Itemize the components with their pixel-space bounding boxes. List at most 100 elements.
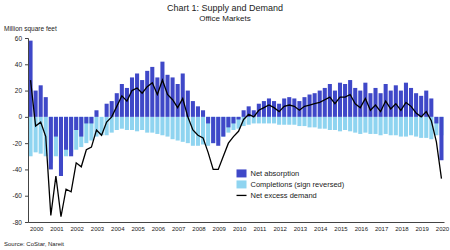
bar [353, 117, 357, 133]
x-tick: 2002 [71, 222, 85, 232]
bar [343, 84, 347, 117]
x-tick: 2015 [334, 222, 348, 232]
subtitle: Office Markets [199, 14, 250, 23]
bar [211, 117, 215, 143]
x-tick-label: 2010 [233, 226, 247, 232]
x-tick-label: 2014 [314, 226, 328, 232]
bar [379, 117, 383, 135]
bar [64, 117, 68, 156]
bar [201, 110, 205, 117]
bar-series [29, 117, 444, 163]
bar [94, 110, 98, 117]
x-tick: 2014 [314, 222, 328, 232]
bar-series [29, 41, 444, 176]
y-tick-label: -80 [13, 219, 23, 226]
y-tick: -20 [13, 140, 28, 147]
bar [318, 91, 322, 117]
x-tick: 2017 [375, 222, 389, 232]
y-tick-label: -40 [13, 166, 23, 173]
y-tick: -80 [13, 219, 28, 226]
legend: Net absorptionCompletions (sign reversed… [237, 169, 345, 200]
bar [100, 116, 104, 117]
bar [196, 106, 200, 117]
bar [226, 117, 230, 133]
bar [79, 117, 83, 147]
x-axis-line [29, 222, 445, 223]
bar [181, 117, 185, 142]
bar [343, 117, 347, 130]
bar [105, 104, 109, 117]
bar [373, 88, 377, 117]
x-tick-label: 2018 [395, 226, 409, 232]
chart: Chart 1: Supply and DemandOffice Markets… [0, 0, 450, 250]
bar [328, 84, 332, 117]
y-tick-mark [25, 38, 28, 39]
bar [287, 117, 291, 125]
bar [135, 73, 139, 116]
bar [389, 117, 393, 135]
bar [130, 77, 134, 116]
bar [191, 101, 195, 117]
bar [79, 117, 83, 137]
bar [89, 117, 93, 124]
bar [120, 117, 124, 129]
bar [206, 117, 210, 124]
x-tick: 2018 [395, 222, 409, 232]
legend-swatch [237, 180, 247, 188]
bar [44, 97, 48, 117]
bar [323, 88, 327, 117]
legend-swatch [237, 195, 247, 196]
bar [328, 117, 332, 130]
y-tick-mark [25, 91, 28, 92]
bar [211, 117, 215, 143]
bar [196, 117, 200, 146]
legend-swatch [237, 169, 247, 177]
y-tick-label: 20 [15, 87, 23, 94]
bar [308, 117, 312, 128]
x-tick-label: 2007 [172, 226, 186, 232]
bar [140, 117, 144, 130]
bar [394, 85, 398, 117]
x-tick-label: 2015 [334, 226, 348, 232]
bar [358, 117, 362, 134]
bar [272, 117, 276, 124]
bar [150, 67, 154, 117]
y-axis-line [25, 39, 29, 223]
x-tick: 2016 [355, 222, 369, 232]
bar [252, 117, 256, 124]
bar [358, 91, 362, 117]
x-tick: 2004 [111, 222, 125, 232]
bar [267, 117, 271, 124]
y-tick-mark [25, 117, 28, 118]
x-tick: 2005 [131, 222, 145, 232]
bar [221, 117, 225, 137]
bar [145, 117, 149, 133]
bar [424, 117, 428, 138]
bar [373, 117, 377, 134]
bar [125, 88, 129, 117]
bar [419, 96, 423, 117]
y-tick-mark [25, 64, 28, 65]
bar [155, 77, 159, 116]
bar [69, 117, 73, 156]
bar [130, 117, 134, 130]
x-tick-label: 2012 [273, 226, 287, 232]
y-tick-label: -20 [13, 140, 23, 147]
bar [379, 93, 383, 117]
bar [338, 117, 342, 131]
bar [125, 117, 129, 130]
bar [429, 98, 433, 116]
bar [39, 85, 43, 117]
x-tick: 2013 [294, 222, 308, 232]
y-axis: -80-60-40-200204060 [13, 35, 29, 226]
bar [181, 73, 185, 116]
x-tick: 2006 [152, 222, 166, 232]
bar [247, 117, 251, 125]
x-tick: 2007 [172, 222, 186, 232]
y-tick: 0 [18, 113, 28, 120]
bar [165, 117, 169, 137]
x-tick: 2008 [192, 222, 206, 232]
y-tick: -60 [13, 192, 28, 199]
bar [226, 117, 230, 128]
bar [277, 117, 281, 125]
